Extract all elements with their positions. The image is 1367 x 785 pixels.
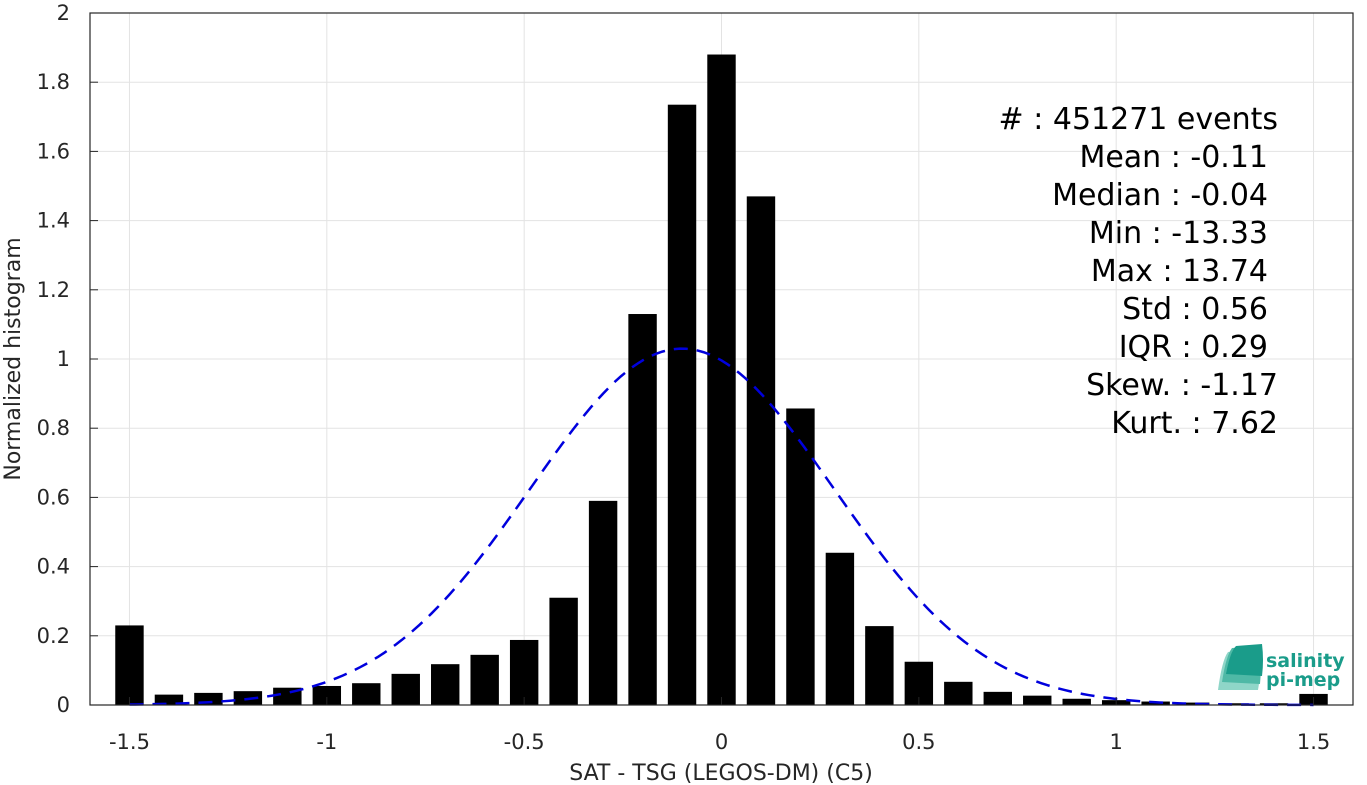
logo-line-1: salinity	[1266, 650, 1345, 672]
y-tick-label-2: 0.4	[37, 555, 70, 579]
bar-8	[431, 664, 460, 705]
bar-11	[549, 597, 578, 705]
stat-events: # : 451271 events	[999, 102, 1278, 137]
stat-std: Std : 0.56	[1122, 292, 1268, 327]
salinity-wave-logo-icon	[1218, 644, 1263, 690]
bar-22	[983, 691, 1012, 705]
bar-15	[707, 54, 736, 705]
x-axis-ticks: -1.5 -1 -0.5 0 0.5 1 1.5	[109, 697, 1330, 754]
bar-19	[865, 626, 894, 705]
y-tick-label-7: 1.4	[37, 209, 70, 233]
bar-14	[667, 104, 697, 705]
stat-max: Max : 13.74	[1091, 254, 1268, 289]
bar-6	[352, 683, 381, 705]
y-tick-label-4: 0.8	[37, 416, 70, 440]
y-tick-label-1: 0.2	[37, 624, 70, 648]
bar-0	[115, 625, 144, 705]
bar-18	[825, 552, 855, 705]
bar-7	[391, 673, 420, 705]
salinity-pimep-logo: salinity pi-mep	[1218, 644, 1345, 691]
stat-min: Min : -13.33	[1089, 216, 1268, 251]
y-tick-label-6: 1.2	[37, 278, 70, 302]
x-tick-label-5: 1	[1110, 730, 1123, 754]
y-tick-label-8: 1.6	[37, 139, 70, 163]
x-tick-label-6: 1.5	[1297, 730, 1330, 754]
x-axis-label: SAT - TSG (LEGOS-DM) (C5)	[569, 761, 873, 785]
bar-24	[1062, 698, 1091, 705]
y-tick-label-5: 1	[57, 347, 70, 371]
stat-kurt: Kurt. : 7.62	[1111, 406, 1278, 441]
bar-12	[588, 500, 618, 705]
x-tick-label-4: 0.5	[902, 730, 935, 754]
y-axis-ticks: 0 0.2 0.4 0.6 0.8 1 1.2 1.4 1.6 1.8 2	[37, 1, 98, 717]
x-tick-label-2: -0.5	[504, 730, 545, 754]
bar-13	[628, 314, 657, 705]
y-tick-label-0: 0	[57, 693, 70, 717]
bar-1	[154, 694, 184, 705]
statistics-box: # : 451271 events Mean : -0.11 Median : …	[999, 102, 1278, 441]
stat-median: Median : -0.04	[1052, 178, 1268, 213]
bar-17	[786, 408, 815, 705]
y-tick-label-3: 0.6	[37, 485, 70, 509]
x-tick-label-3: 0	[715, 730, 728, 754]
bar-5	[312, 685, 342, 705]
stat-iqr: IQR : 0.29	[1119, 330, 1268, 365]
bar-23	[1023, 695, 1052, 705]
bar-28	[1220, 703, 1249, 705]
x-tick-label-1: -1	[316, 730, 337, 754]
bar-10	[509, 639, 539, 705]
stat-skew: Skew. : -1.17	[1086, 368, 1278, 403]
bars	[115, 54, 1328, 705]
bar-21	[944, 681, 973, 705]
y-tick-label-10: 2	[57, 1, 70, 25]
logo-line-2: pi-mep	[1266, 669, 1340, 691]
x-tick-label-0: -1.5	[109, 730, 150, 754]
bar-9	[470, 654, 499, 705]
y-tick-label-9: 1.8	[37, 70, 70, 94]
bar-16	[746, 196, 776, 705]
stat-mean: Mean : -0.11	[1079, 140, 1268, 175]
y-axis-label: Normalized histogram	[1, 237, 26, 480]
